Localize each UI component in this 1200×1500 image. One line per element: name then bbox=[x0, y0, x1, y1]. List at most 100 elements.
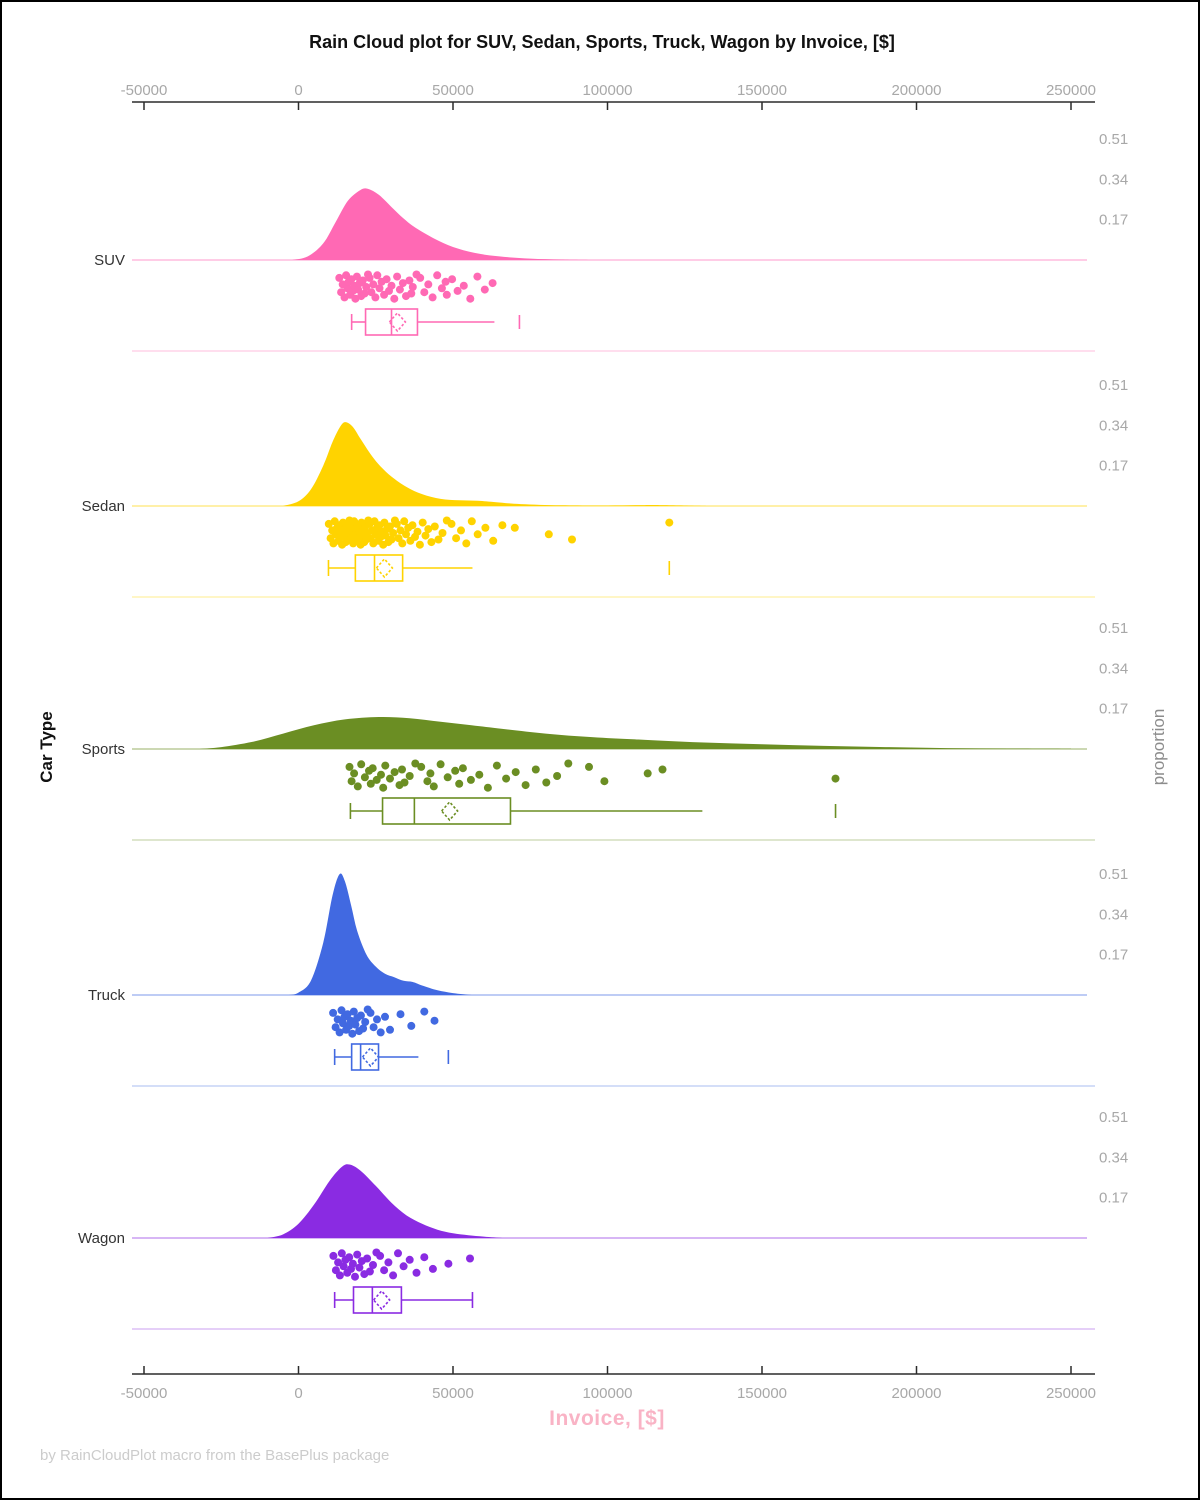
iqr-box bbox=[354, 554, 404, 582]
rain-point bbox=[423, 777, 432, 786]
rain-point bbox=[362, 283, 371, 291]
rain-point bbox=[352, 272, 361, 281]
rain-point bbox=[405, 276, 414, 285]
proportion-axis-label: proportion bbox=[1149, 708, 1168, 786]
rain-point bbox=[428, 1264, 437, 1273]
rain-point bbox=[444, 1259, 453, 1268]
rain-point bbox=[441, 277, 450, 286]
rain-point bbox=[329, 1251, 338, 1260]
rain-point bbox=[392, 519, 401, 528]
rain-point bbox=[553, 772, 562, 780]
rain-point bbox=[389, 529, 398, 537]
rain-point bbox=[398, 765, 406, 774]
rain-point bbox=[381, 1012, 389, 1021]
rain-point bbox=[418, 518, 427, 527]
rain-point bbox=[480, 285, 489, 294]
x-axis-tick-label: 50000 bbox=[432, 82, 474, 99]
rain-point bbox=[357, 760, 366, 769]
rain-point bbox=[366, 779, 375, 788]
x-axis-tick-label: 150000 bbox=[737, 82, 787, 99]
rain-point bbox=[365, 1267, 374, 1276]
rain-point bbox=[831, 774, 840, 783]
rain-point bbox=[399, 1262, 408, 1271]
rain-point bbox=[429, 782, 438, 791]
x-axis-tick-label: 150000 bbox=[737, 1385, 787, 1402]
proportion-tick-label: 0.51 bbox=[1099, 377, 1128, 394]
x-axis-tick-label: 200000 bbox=[891, 82, 941, 99]
rain-point bbox=[396, 1010, 405, 1019]
rain-point bbox=[339, 1262, 348, 1271]
rain-point bbox=[368, 764, 377, 773]
rain-point bbox=[542, 778, 551, 787]
iqr-box bbox=[350, 1043, 380, 1071]
rain-point bbox=[380, 1266, 389, 1275]
x-axis-label: Invoice, [$] bbox=[549, 1407, 665, 1430]
rain-point bbox=[366, 1008, 375, 1017]
rain-point bbox=[415, 540, 424, 549]
x-axis-tick-label: 0 bbox=[294, 1385, 302, 1402]
rain-point bbox=[564, 759, 573, 768]
rain-point bbox=[398, 279, 407, 288]
rain-point bbox=[424, 525, 433, 534]
rain-point bbox=[600, 777, 609, 786]
x-axis-tick-label: 50000 bbox=[432, 1385, 474, 1402]
proportion-tick-label: 0.51 bbox=[1099, 1109, 1128, 1126]
rain-point bbox=[381, 531, 390, 540]
rain-point bbox=[349, 1007, 358, 1016]
rain-point bbox=[387, 535, 396, 544]
rain-point bbox=[466, 775, 475, 784]
rain-point bbox=[459, 281, 468, 290]
rain-point bbox=[452, 534, 461, 543]
rain-point bbox=[411, 759, 420, 768]
box-plot-sports bbox=[349, 797, 837, 825]
rain-point bbox=[434, 535, 443, 544]
box-plot-suv bbox=[350, 308, 521, 336]
rain-point bbox=[348, 1259, 357, 1268]
rain-point bbox=[353, 1250, 362, 1259]
rain-point bbox=[365, 273, 374, 282]
rain-point bbox=[355, 1263, 364, 1272]
iqr-box bbox=[352, 1286, 403, 1314]
chart-title: Rain Cloud plot for SUV, Sedan, Sports, … bbox=[309, 32, 895, 52]
category-label-sedan: Sedan bbox=[82, 498, 125, 515]
band-sports: Sports 0.51 0.34 0.17 bbox=[82, 620, 1128, 841]
rain-point bbox=[363, 1254, 372, 1263]
attribution-footer: by RainCloudPlot macro from the BasePlus… bbox=[40, 1447, 390, 1464]
rain-point bbox=[360, 289, 369, 298]
rain-point bbox=[466, 1254, 474, 1263]
rain-point bbox=[448, 275, 457, 284]
rain-point bbox=[451, 766, 460, 775]
rain-point bbox=[354, 285, 363, 294]
rain-point bbox=[568, 535, 576, 544]
category-label-truck: Truck bbox=[88, 987, 125, 1004]
rain-point bbox=[389, 1271, 398, 1280]
rain-point bbox=[511, 768, 520, 777]
rain-point bbox=[351, 1020, 360, 1029]
x-axis-tick-label: -50000 bbox=[121, 82, 168, 99]
rain-point bbox=[426, 769, 435, 778]
rain-point bbox=[658, 765, 667, 774]
rain-point bbox=[381, 761, 390, 770]
rain-point bbox=[407, 289, 416, 298]
rain-point bbox=[412, 1268, 421, 1277]
x-axis-tick-label: 250000 bbox=[1046, 82, 1096, 99]
y-axis-label: Car Type bbox=[37, 711, 56, 783]
rain-point bbox=[420, 288, 429, 297]
x-axis-tick-label: -50000 bbox=[121, 1385, 168, 1402]
rain-point bbox=[400, 517, 409, 526]
category-label-sports: Sports bbox=[82, 741, 125, 758]
rain-point bbox=[488, 279, 497, 288]
mean-diamond bbox=[375, 557, 394, 579]
rain-point bbox=[353, 782, 362, 791]
density-area-sports bbox=[199, 716, 1072, 749]
rain-point bbox=[369, 1023, 378, 1032]
rain-point bbox=[382, 275, 391, 284]
rain-point bbox=[475, 770, 484, 779]
rain-point bbox=[359, 1024, 368, 1033]
rain-point bbox=[390, 294, 399, 303]
proportion-tick-label: 0.17 bbox=[1099, 1190, 1128, 1207]
band-sedan: Sedan 0.51 0.34 0.17 bbox=[82, 377, 1128, 598]
rain-point bbox=[398, 539, 407, 548]
